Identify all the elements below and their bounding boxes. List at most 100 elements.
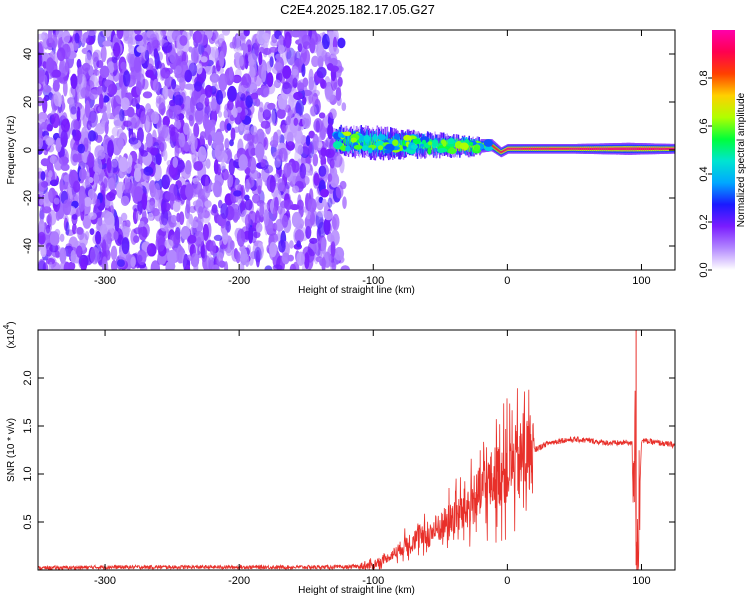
x-tick-label: -200 (228, 575, 250, 587)
signal-blob (473, 144, 480, 152)
noise-speckle (228, 158, 235, 176)
noise-speckle (120, 212, 128, 222)
noise-speckle (42, 97, 48, 113)
noise-speckle (61, 30, 71, 44)
noise-speckle (62, 199, 72, 216)
noise-speckle (39, 198, 44, 206)
y-tick-label: 0 (22, 147, 34, 153)
noise-speckle (266, 72, 274, 88)
noise-speckle (294, 129, 303, 144)
noise-speckle (197, 146, 207, 162)
noise-speckle (250, 92, 259, 100)
noise-speckle (309, 38, 316, 54)
noise-speckle (292, 185, 300, 194)
noise-speckle (219, 50, 225, 68)
noise-speckle (282, 65, 292, 79)
noise-speckle (211, 73, 218, 89)
noise-speckle (145, 115, 150, 133)
noise-speckle (304, 252, 310, 270)
signal-blob (412, 138, 421, 145)
noise-speckle (145, 103, 152, 113)
noise-speckle (54, 157, 63, 171)
noise-speckle (232, 36, 237, 49)
noise-speckle (281, 215, 289, 228)
noise-speckle (263, 137, 269, 151)
noise-speckle (173, 230, 181, 246)
noise-speckle (227, 99, 234, 111)
noise-speckle (183, 95, 192, 113)
noise-speckle (60, 129, 68, 148)
x-tick-label: -300 (94, 275, 116, 287)
noise-speckle (78, 195, 85, 212)
noise-speckle (299, 163, 307, 179)
noise-speckle (266, 174, 277, 193)
signal-blob (447, 138, 455, 145)
noise-speckle (59, 247, 67, 264)
noise-speckle (97, 149, 106, 160)
colorbar-tick-label: 0.2 (698, 214, 710, 229)
noise-speckle (119, 109, 125, 122)
noise-speckle (187, 234, 197, 244)
noise-speckle (150, 260, 160, 270)
noise-speckle (318, 165, 327, 177)
x-tick-label: -200 (228, 275, 250, 287)
noise-speckle (313, 172, 320, 186)
noise-speckle (150, 147, 159, 156)
y-tick-label: 40 (22, 48, 34, 60)
spectrogram-y-axis-label: Frequency (Hz) (6, 116, 17, 185)
signal-blob (427, 147, 432, 155)
noise-speckle (72, 223, 77, 235)
noise-speckle (147, 212, 154, 221)
noise-speckle (214, 143, 225, 161)
noise-speckle (302, 77, 309, 88)
signal-blob (483, 139, 493, 147)
noise-speckle (204, 96, 210, 107)
noise-speckle (244, 214, 251, 229)
noise-speckle (99, 93, 104, 110)
noise-speckle (193, 122, 200, 138)
noise-speckle (155, 153, 162, 166)
noise-speckle (277, 178, 285, 192)
noise-speckle (218, 260, 226, 268)
noise-speckle (204, 64, 214, 75)
noise-speckle (134, 34, 143, 42)
noise-speckle (149, 201, 156, 211)
noise-speckle (207, 134, 213, 146)
noise-speckle (42, 206, 52, 214)
colorbar-tick-label: 0.8 (698, 70, 710, 85)
noise-speckle (38, 51, 43, 68)
noise-speckle (217, 111, 223, 118)
noise-speckle (45, 224, 51, 234)
noise-speckle (324, 210, 333, 221)
noise-speckle (321, 198, 327, 207)
noise-speckle (289, 263, 297, 270)
noise-speckle (272, 206, 278, 218)
noise-speckle (128, 30, 134, 37)
noise-speckle (70, 250, 76, 263)
x-tick-label: 0 (504, 575, 510, 587)
noise-speckle (335, 185, 344, 199)
noise-speckle (120, 97, 130, 111)
noise-speckle (327, 197, 333, 208)
noise-speckle (139, 220, 145, 228)
noise-speckle (87, 152, 95, 168)
x-tick-label: 0 (504, 275, 510, 287)
noise-speckle (204, 200, 212, 208)
signal-blob (410, 144, 418, 150)
noise-speckle (151, 39, 160, 49)
noise-speckle (46, 124, 53, 132)
noise-speckle (302, 113, 312, 129)
noise-speckle (241, 200, 246, 210)
noise-speckle (87, 212, 97, 220)
noise-speckle (38, 83, 42, 90)
noise-speckle (213, 31, 220, 44)
noise-speckle (131, 97, 138, 107)
noise-speckle (247, 53, 258, 65)
noise-speckle (285, 115, 291, 126)
noise-speckle (122, 30, 130, 42)
noise-speckle (176, 245, 185, 264)
noise-speckle (38, 260, 46, 270)
noise-speckle (278, 239, 286, 253)
noise-speckle (59, 233, 65, 242)
